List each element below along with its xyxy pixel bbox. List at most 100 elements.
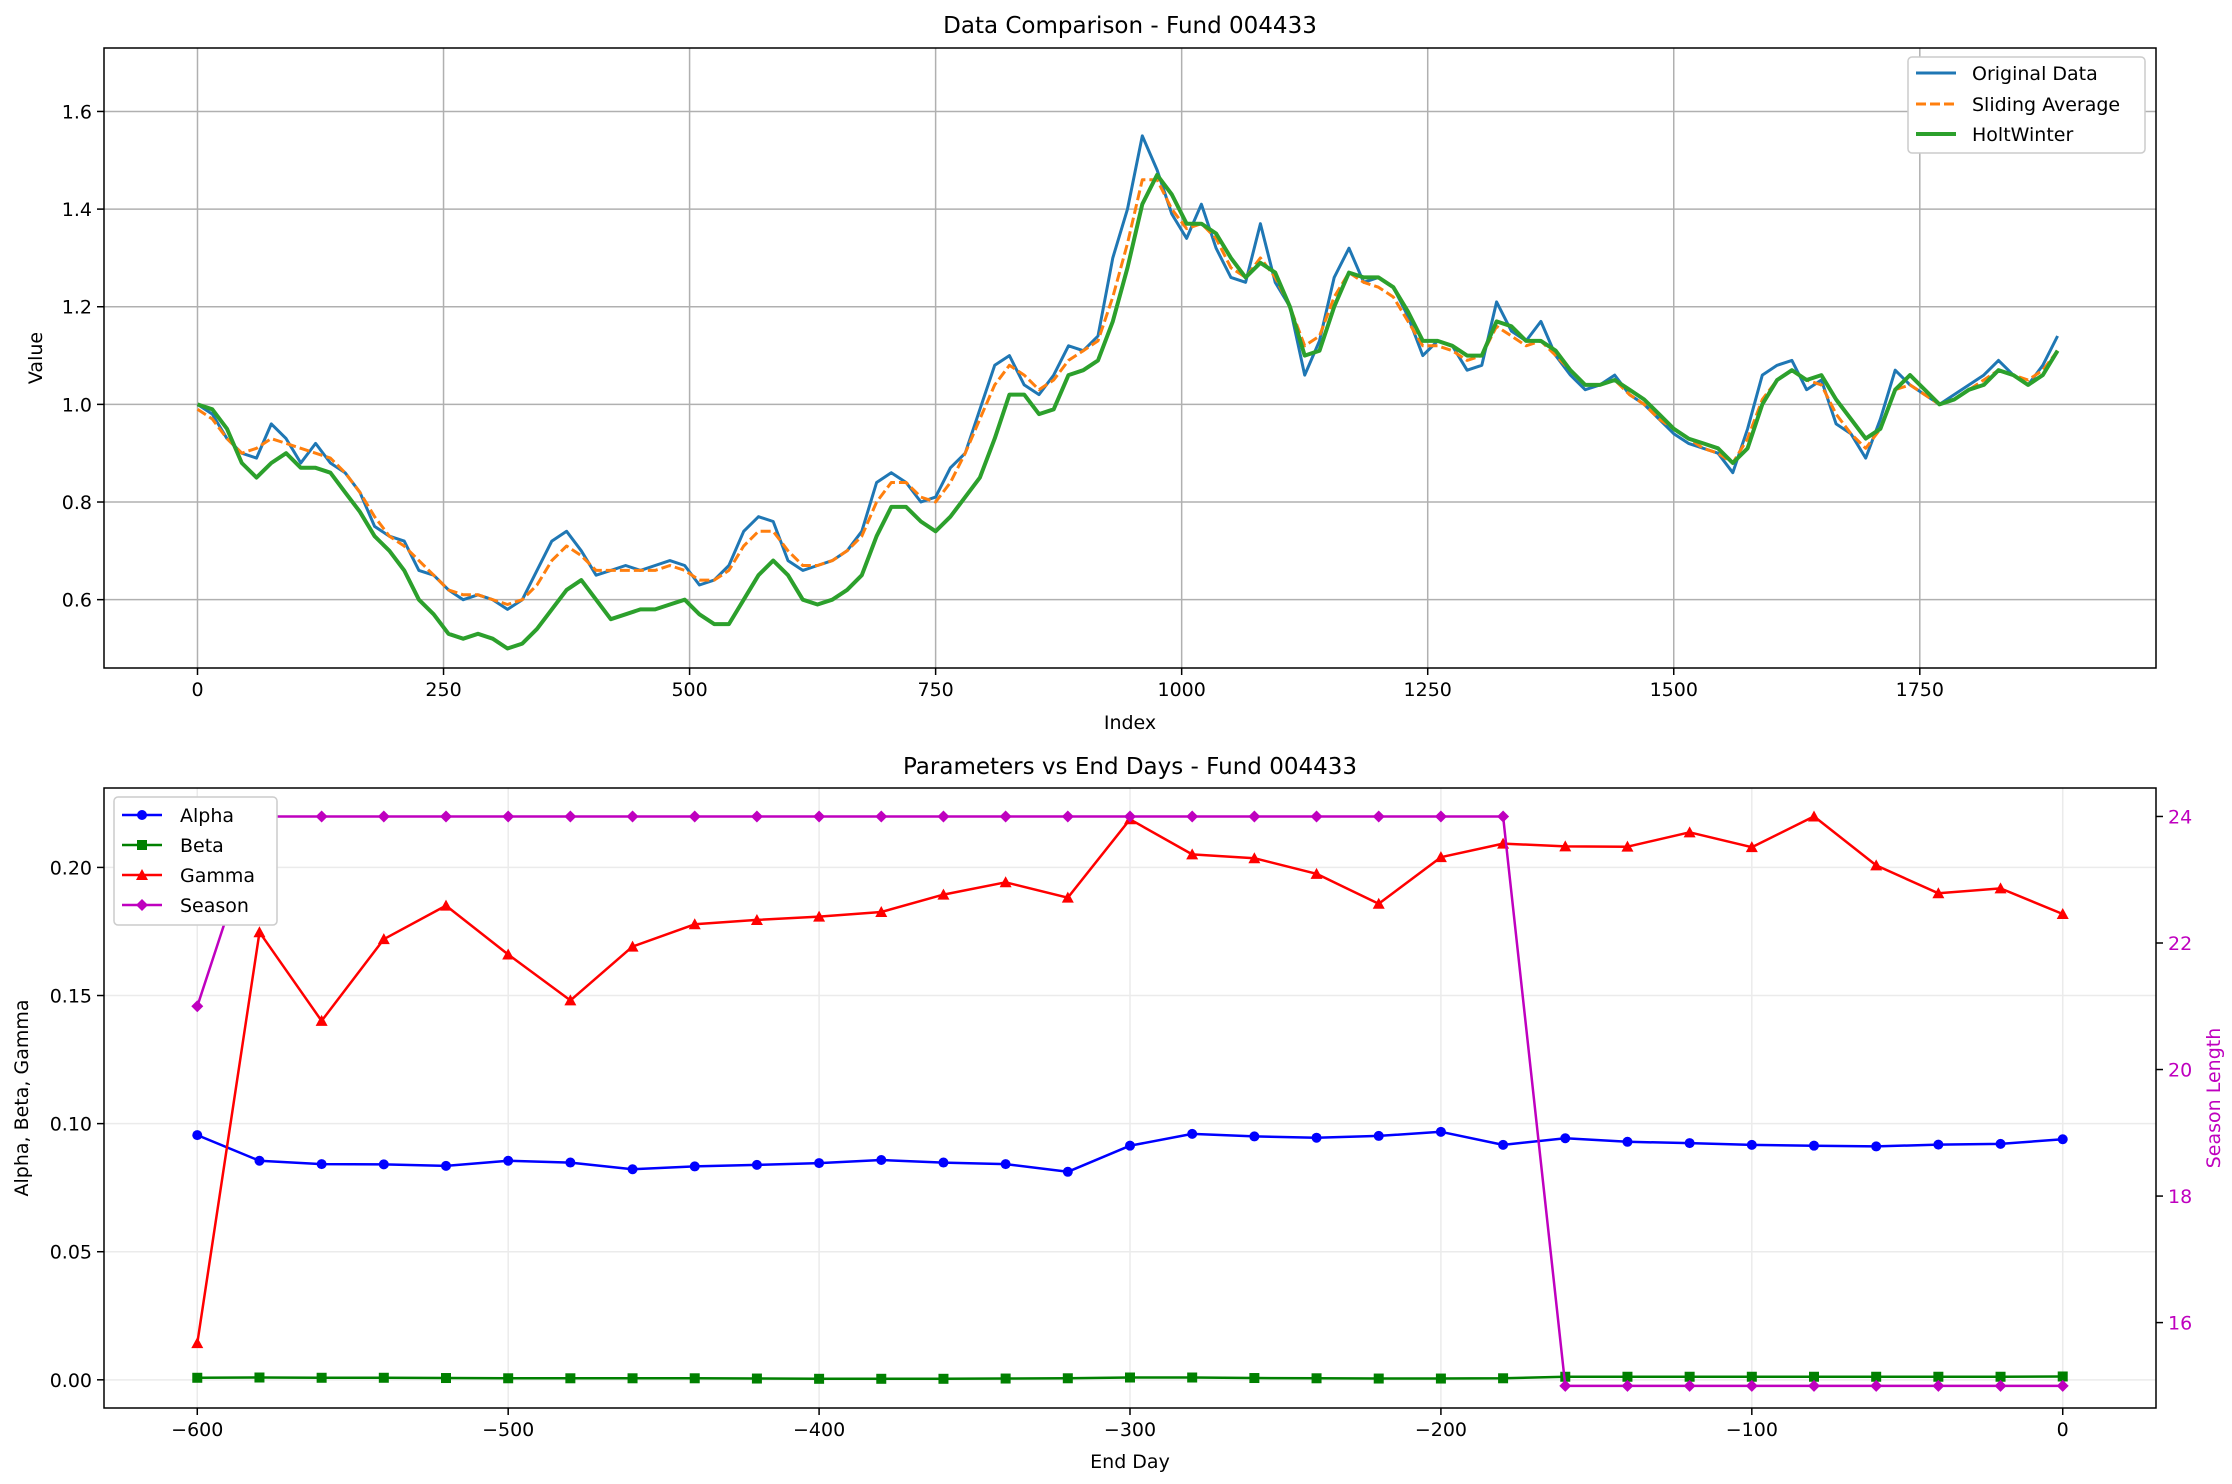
point-gamma xyxy=(750,913,763,925)
point-season xyxy=(875,810,888,823)
point-beta xyxy=(1311,1373,1322,1384)
comparison-chart-xlabel: Index xyxy=(1104,712,1156,734)
point-alpha xyxy=(1311,1132,1322,1143)
point-gamma xyxy=(937,888,950,900)
point-alpha xyxy=(938,1157,949,1168)
parameters-chart-frame xyxy=(103,787,2157,1409)
point-beta xyxy=(1622,1371,1633,1382)
x-tick-label: −100 xyxy=(1726,1419,1778,1441)
point-beta xyxy=(876,1373,887,1384)
parameters-chart-y2label: Season Length xyxy=(2203,1028,2225,1169)
point-alpha xyxy=(1995,1138,2006,1149)
legend-label-season: Season xyxy=(180,895,249,917)
point-beta xyxy=(689,1373,700,1384)
x-tick-label: −300 xyxy=(1104,1419,1156,1441)
legend-label-beta: Beta xyxy=(180,835,224,857)
point-alpha xyxy=(316,1159,327,1170)
point-season xyxy=(626,810,639,823)
parameters-chart-lines xyxy=(191,810,2069,1392)
point-season xyxy=(1497,810,1510,823)
point-season xyxy=(688,810,701,823)
point-beta xyxy=(1435,1373,1446,1384)
y-tick-label: 0.6 xyxy=(62,590,92,612)
point-alpha xyxy=(1062,1166,1073,1177)
point-gamma xyxy=(315,1014,328,1026)
point-gamma xyxy=(875,906,888,917)
point-season xyxy=(1372,810,1385,823)
point-alpha xyxy=(1373,1130,1384,1141)
x-tick-label: −600 xyxy=(171,1419,223,1441)
comparison-chart-grid xyxy=(104,48,2156,668)
point-gamma xyxy=(502,948,515,960)
series-line-original-data xyxy=(196,134,2059,611)
x-tick-label: 1000 xyxy=(1157,679,1205,701)
point-gamma xyxy=(1434,851,1447,863)
x-tick-label: 0 xyxy=(191,679,203,701)
point-season xyxy=(1248,810,1261,823)
x-tick-label: 1750 xyxy=(1896,679,1944,701)
point-season xyxy=(1061,810,1074,823)
point-beta xyxy=(1684,1371,1695,1382)
point-beta xyxy=(814,1373,825,1384)
point-beta xyxy=(1995,1371,2006,1382)
point-beta xyxy=(192,1372,203,1383)
point-gamma xyxy=(1870,859,1883,871)
legend-label-alpha: Alpha xyxy=(180,805,234,827)
y2-tick-label: 20 xyxy=(2168,1060,2192,1082)
point-alpha xyxy=(814,1158,825,1169)
legend-marker-alpha xyxy=(137,810,147,820)
point-beta xyxy=(1871,1371,1882,1382)
point-season xyxy=(813,810,826,823)
point-alpha xyxy=(503,1155,514,1166)
point-beta xyxy=(1746,1371,1757,1382)
point-beta xyxy=(254,1372,265,1383)
legend-marker-season xyxy=(136,899,148,911)
parameters-chart-ticks: −600 −500 −400 −300 −200 −100 0 0.00 0.05 0.10 0.1… xyxy=(50,806,2193,1441)
x-tick-label: −500 xyxy=(482,1419,534,1441)
point-beta xyxy=(1000,1373,1011,1384)
point-gamma xyxy=(1372,897,1385,909)
point-alpha xyxy=(1622,1136,1633,1147)
point-gamma xyxy=(1745,841,1758,853)
point-season xyxy=(937,810,950,823)
point-beta xyxy=(378,1372,389,1383)
point-season xyxy=(1310,810,1323,823)
point-alpha xyxy=(1435,1126,1446,1137)
point-season xyxy=(440,810,452,823)
y-tick-label: 0.10 xyxy=(50,1114,92,1136)
point-gamma xyxy=(253,926,266,938)
y-tick-label: 0.00 xyxy=(50,1370,92,1392)
legend-label-gamma: Gamma xyxy=(180,865,255,887)
point-beta xyxy=(1125,1372,1135,1383)
comparison-chart-legend: Original Data Sliding Average HoltWinter xyxy=(1907,56,2146,154)
point-gamma xyxy=(1061,891,1074,903)
point-season xyxy=(999,810,1012,823)
point-season xyxy=(750,810,763,823)
point-season xyxy=(1434,810,1447,823)
x-tick-label: 1500 xyxy=(1650,679,1698,701)
y2-tick-label: 16 xyxy=(2168,1313,2192,1335)
point-alpha xyxy=(1933,1139,1944,1150)
point-beta xyxy=(627,1373,638,1384)
x-tick-label: −400 xyxy=(793,1419,845,1441)
y-tick-label: 0.15 xyxy=(50,986,92,1008)
point-gamma xyxy=(1559,840,1572,852)
parameters-chart: Parameters vs End Days - Fund 004433 −60… xyxy=(11,754,2225,1473)
parameters-chart-ylabel: Alpha, Beta, Gamma xyxy=(11,999,33,1196)
y-tick-label: 1.6 xyxy=(62,101,92,123)
point-season xyxy=(377,810,390,823)
comparison-legend-box xyxy=(1907,56,2146,154)
comparison-chart-ylabel: Value xyxy=(25,332,47,384)
point-beta xyxy=(316,1372,327,1383)
point-season xyxy=(502,810,515,823)
point-gamma xyxy=(1621,840,1634,852)
parameters-legend-box xyxy=(113,796,278,926)
point-beta xyxy=(751,1373,762,1384)
point-alpha xyxy=(565,1157,576,1168)
point-beta xyxy=(503,1373,514,1384)
point-alpha xyxy=(876,1155,887,1165)
point-beta xyxy=(1187,1372,1198,1383)
point-season xyxy=(1186,810,1199,823)
x-tick-label: 750 xyxy=(917,679,953,701)
point-beta xyxy=(1373,1373,1384,1384)
